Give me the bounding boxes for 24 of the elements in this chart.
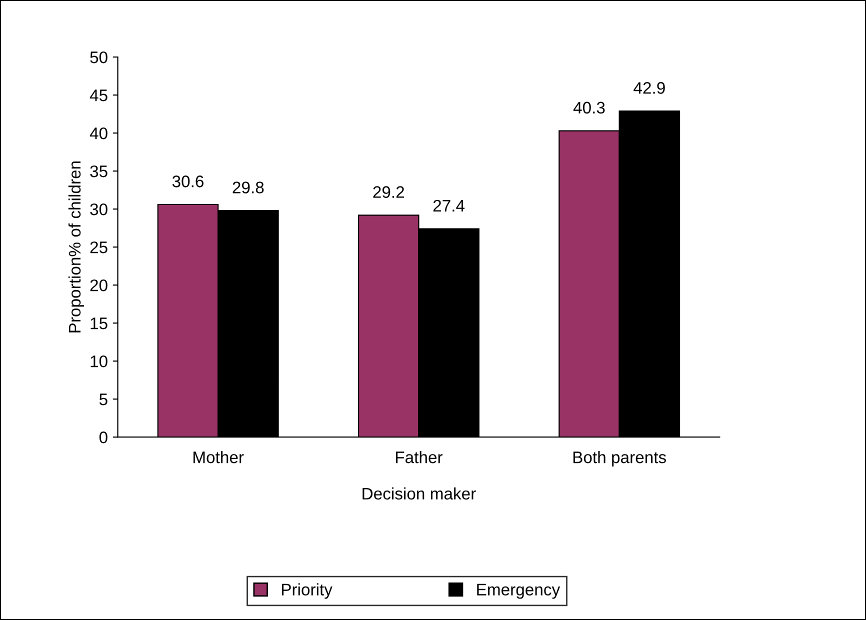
x-tick-label: Mother — [194, 450, 244, 464]
y-tick-label: 35 — [90, 165, 108, 178]
x-tick-label: Both parents — [573, 450, 666, 467]
y-tick-label: 5 — [99, 394, 108, 406]
data-label: 29.8 — [232, 182, 264, 194]
y-tick-label: 50 — [90, 51, 108, 64]
y-tick-label: 10 — [90, 355, 108, 368]
y-tick-label: 40 — [90, 127, 108, 140]
data-label: 30.6 — [172, 176, 204, 188]
x-axis-title: Decision maker — [362, 487, 476, 500]
y-axis-title: Proportion% of children — [68, 162, 84, 332]
data-label: 29.2 — [373, 186, 404, 198]
y-tick-label: 30 — [90, 203, 108, 216]
x-tick-label: Father — [396, 450, 443, 464]
legend-label: Priority — [282, 583, 332, 599]
data-label: 27.4 — [433, 200, 465, 212]
y-tick-label: 25 — [90, 241, 108, 254]
data-label: 42.9 — [634, 82, 665, 94]
y-tick-label: 45 — [90, 90, 108, 102]
y-tick-label: 15 — [90, 318, 108, 330]
y-tick-label: 0 — [99, 432, 108, 444]
legend-label: Emergency — [477, 584, 560, 599]
data-label: 40.3 — [573, 102, 605, 114]
y-tick-label: 20 — [90, 279, 108, 292]
